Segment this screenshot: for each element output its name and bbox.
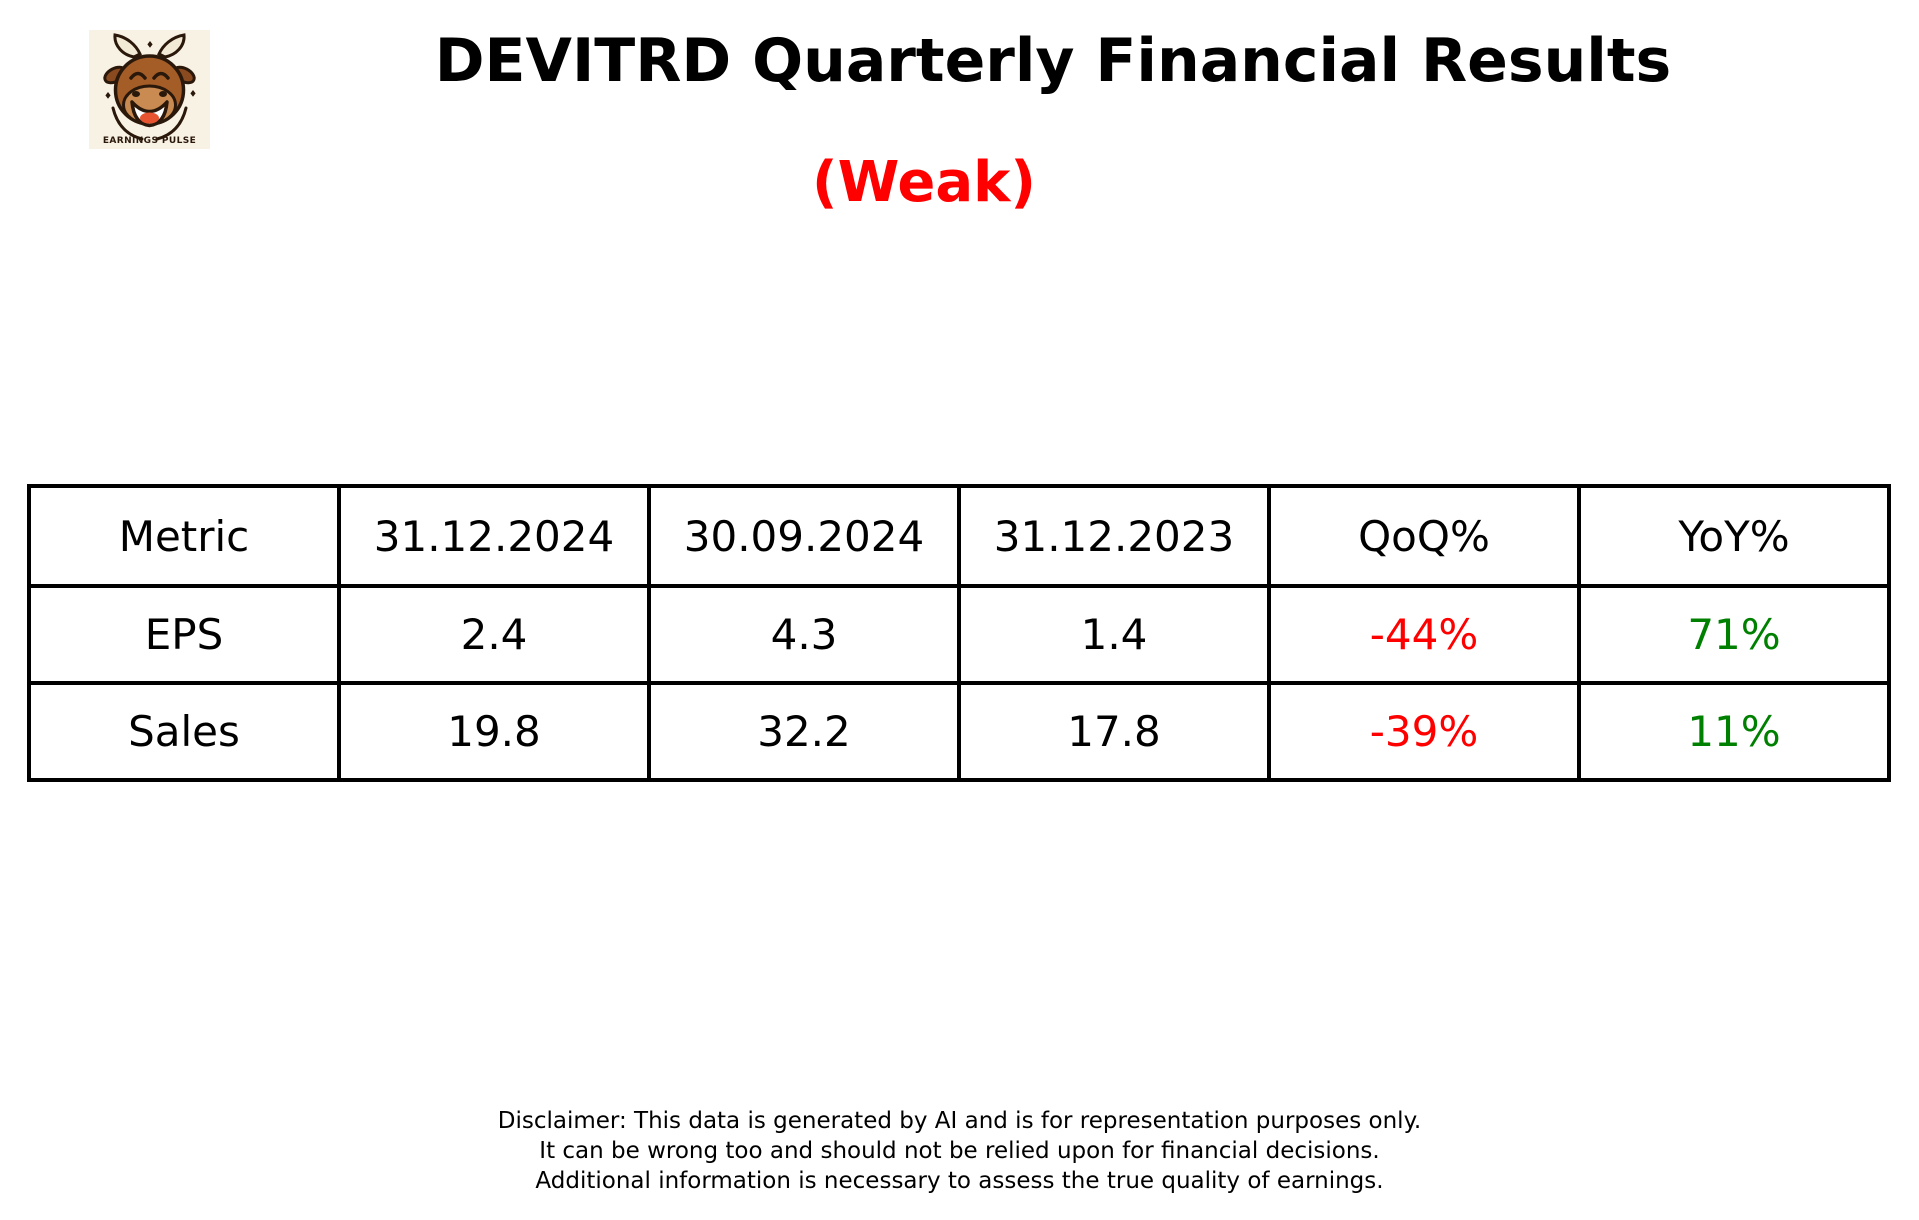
col-header-yoy: YoY% [1577,484,1891,588]
sales-yoy-change: 11% [1577,681,1891,782]
disclaimer: Disclaimer: This data is generated by AI… [0,1106,1919,1196]
metric-label: EPS [27,584,341,685]
eps-yoy-change: 71% [1577,584,1891,685]
table-header-row: Metric 31.12.2024 30.09.2024 31.12.2023 … [27,484,1891,588]
metric-label: Sales [27,681,341,782]
col-header-period-3: 31.12.2023 [957,484,1271,588]
col-header-qoq: QoQ% [1267,484,1581,588]
sales-value-current: 19.8 [337,681,651,782]
sales-value-prev-year: 17.8 [957,681,1271,782]
bull-logo-icon: EARNINGS PULSE [89,30,210,149]
disclaimer-line-3: Additional information is necessary to a… [535,1168,1384,1194]
col-header-period-2: 30.09.2024 [647,484,961,588]
eps-value-prev-quarter: 4.3 [647,584,961,685]
page-title: DEVITRD Quarterly Financial Results [434,26,1672,96]
verdict-label: (Weak) [812,150,1036,215]
brand-name: EARNINGS PULSE [103,136,196,146]
table-row-sales: Sales 19.8 32.2 17.8 -39% 11% [27,681,1891,782]
brand-logo: EARNINGS PULSE [89,30,210,149]
disclaimer-line-1: Disclaimer: This data is generated by AI… [497,1108,1422,1134]
eps-value-prev-year: 1.4 [957,584,1271,685]
disclaimer-line-2: It can be wrong too and should not be re… [539,1138,1380,1164]
eps-value-current: 2.4 [337,584,651,685]
results-table: Metric 31.12.2024 30.09.2024 31.12.2023 … [27,484,1891,782]
col-header-period-1: 31.12.2024 [337,484,651,588]
table-row-eps: EPS 2.4 4.3 1.4 -44% 71% [27,584,1891,685]
sales-value-prev-quarter: 32.2 [647,681,961,782]
col-header-metric: Metric [27,484,341,588]
sales-qoq-change: -39% [1267,681,1581,782]
eps-qoq-change: -44% [1267,584,1581,685]
